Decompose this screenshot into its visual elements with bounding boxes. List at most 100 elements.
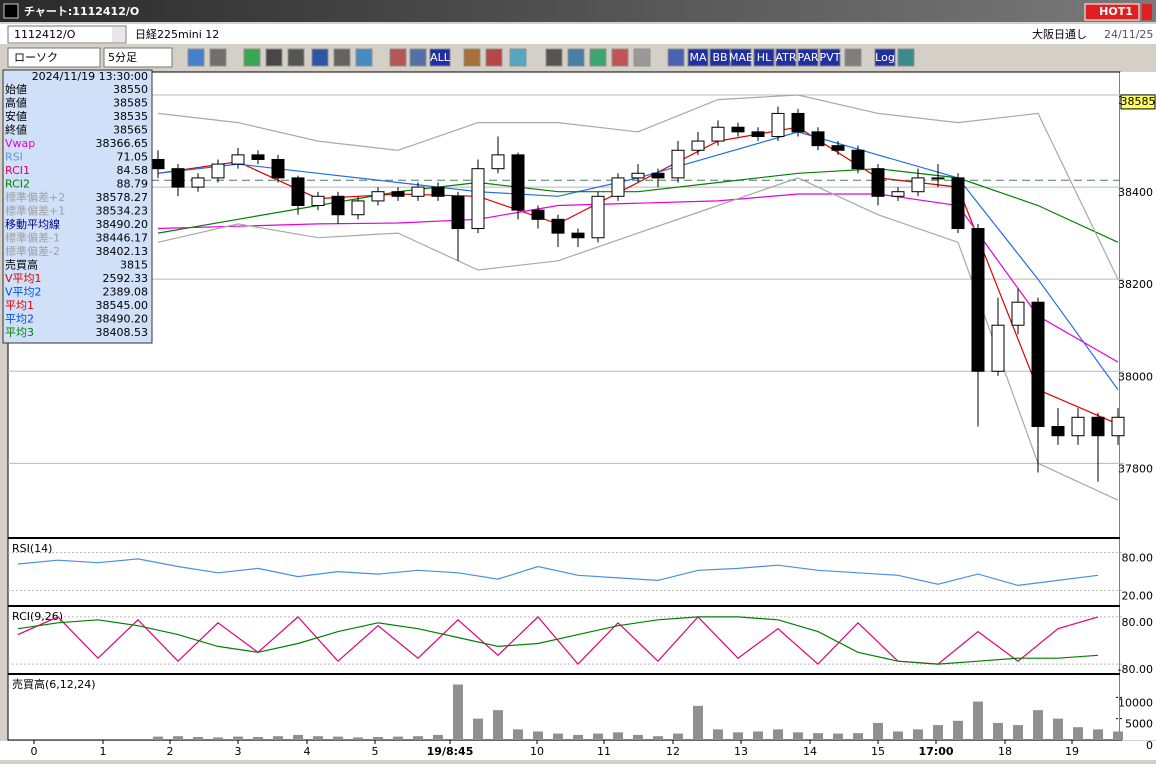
tool-button[interactable]: [753, 48, 775, 67]
tool-button[interactable]: [874, 48, 896, 67]
info-label: 売買高: [5, 258, 38, 272]
info-label: 平均1: [5, 299, 34, 312]
tool-button-label: MA: [689, 51, 706, 64]
x-tick-label: 5: [372, 745, 379, 758]
info-value: 38402.13: [96, 245, 149, 258]
volume-bar: [893, 731, 903, 740]
info-value: 38446.17: [96, 232, 149, 245]
volume-bar: [453, 684, 463, 740]
info-value: 88.79: [117, 178, 149, 191]
tool-button[interactable]: [775, 48, 797, 67]
interval-select[interactable]: [103, 47, 173, 68]
volume-bar: [593, 733, 603, 740]
volume-bar: [873, 722, 883, 740]
tool-button[interactable]: [545, 48, 563, 67]
candle-body: [931, 177, 945, 180]
y-tick-label: 20.00: [1122, 589, 1154, 602]
tool-button[interactable]: [485, 48, 503, 67]
tool-button[interactable]: [463, 48, 481, 67]
x-tick-label: 11: [597, 745, 611, 758]
tool-button[interactable]: [389, 48, 407, 67]
x-tick-label: 12: [666, 745, 680, 758]
tool-button[interactable]: [687, 48, 709, 67]
x-tick-label: 15: [871, 745, 885, 758]
info-value: 3815: [120, 259, 148, 272]
candle-body: [551, 218, 565, 234]
x-tick-label: 2: [167, 745, 174, 758]
tool-button[interactable]: [355, 48, 373, 67]
tool-button[interactable]: [819, 48, 841, 67]
y-tick-label: 80.00: [1122, 552, 1154, 565]
info-label: RSI: [5, 151, 23, 164]
tool-button[interactable]: [797, 48, 819, 67]
tool-button[interactable]: [409, 48, 427, 67]
tool-button[interactable]: [709, 48, 731, 67]
y-tick-label: 10000: [1118, 696, 1153, 709]
info-label: Vwap: [5, 137, 35, 150]
x-tick-label: 19: [1065, 745, 1079, 758]
current-price-box: [1120, 94, 1156, 110]
tool-button-label: HL: [757, 51, 772, 64]
volume-bar: [833, 733, 843, 740]
tool-button[interactable]: [844, 48, 862, 67]
candle-body: [671, 149, 685, 179]
time-axis: [0, 741, 1156, 760]
symbol-input[interactable]: [7, 25, 127, 44]
x-tick-label: 1: [100, 745, 107, 758]
volume-bar: [693, 705, 703, 740]
tool-button[interactable]: [243, 48, 261, 67]
tool-button[interactable]: [667, 48, 685, 67]
toolbar: ALL MA BB MAE HL ATR PAR PVT Log: [187, 48, 915, 67]
candle-body: [891, 191, 905, 197]
volume-bar: [633, 734, 643, 740]
style-select[interactable]: [7, 47, 101, 68]
candle-body: [391, 191, 405, 197]
info-value: 38585: [113, 97, 148, 110]
hot-badge[interactable]: [1084, 3, 1140, 21]
candle-body: [211, 163, 225, 179]
tool-button[interactable]: [567, 48, 585, 67]
volume-bar: [353, 737, 363, 740]
tool-button[interactable]: [897, 48, 915, 67]
tool-button[interactable]: [333, 48, 351, 67]
tool-button-label: ATR: [775, 51, 796, 64]
candle-body: [511, 154, 525, 211]
hot-badge-text: HOT1: [1099, 5, 1133, 18]
tool-button[interactable]: [633, 48, 651, 67]
info-value: 84.58: [117, 164, 149, 177]
tool-button[interactable]: [209, 48, 227, 67]
tool-button[interactable]: [509, 48, 527, 67]
candle-body: [771, 112, 785, 137]
tool-button[interactable]: [287, 48, 305, 67]
app-icon: [3, 3, 19, 19]
info-value: 71.05: [117, 151, 149, 164]
info-value: 38535: [113, 110, 148, 123]
y-tick-label: 38400: [1118, 186, 1153, 199]
volume-bar: [953, 720, 963, 740]
volume-bar: [1013, 725, 1023, 740]
candle-body: [331, 195, 345, 216]
tool-button[interactable]: [311, 48, 329, 67]
x-tick-label: 10: [530, 745, 544, 758]
badge-close[interactable]: [1142, 4, 1152, 20]
volume-bar: [333, 736, 343, 740]
tool-button[interactable]: [429, 48, 451, 67]
y-tick-label: -80.00: [1118, 663, 1153, 676]
tool-button[interactable]: [265, 48, 283, 67]
tool-button[interactable]: [611, 48, 629, 67]
info-label: V平均2: [5, 286, 42, 299]
tool-button[interactable]: [187, 48, 205, 67]
volume-bar: [713, 729, 723, 740]
candle-body: [571, 232, 585, 239]
candle-body: [731, 126, 745, 133]
tool-button[interactable]: [730, 48, 752, 67]
dropdown-arrow[interactable]: [112, 27, 125, 42]
volume-bar: [1093, 729, 1103, 740]
info-label: 平均3: [5, 326, 34, 339]
tool-button[interactable]: [589, 48, 607, 67]
info-value: 38534.23: [96, 205, 149, 218]
info-label: 標準偏差-1: [5, 231, 60, 245]
info-value: 38490.20: [96, 218, 149, 231]
candle-body: [711, 126, 725, 142]
candle-body: [1051, 426, 1065, 437]
